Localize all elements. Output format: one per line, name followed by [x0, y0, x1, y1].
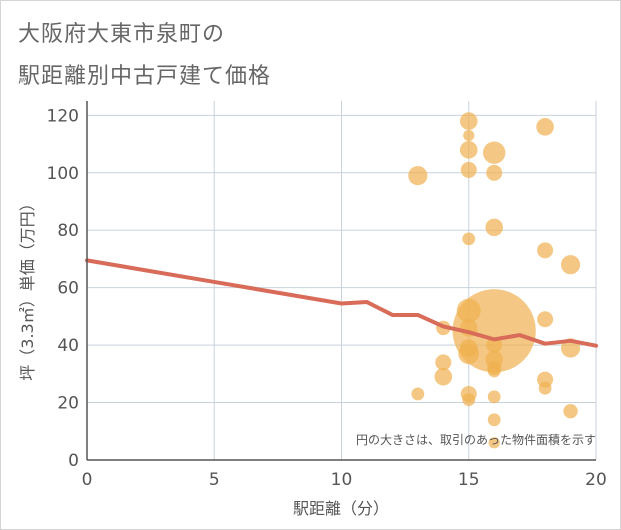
data-bubble [452, 289, 536, 373]
data-bubble [560, 255, 581, 275]
data-bubble [537, 311, 554, 328]
data-bubble [563, 403, 578, 419]
chart-title-line2: 駅距離別中古戸建て価格 [18, 64, 272, 89]
y-tick-label: 0 [68, 451, 79, 471]
data-bubble [460, 161, 477, 178]
data-bubble [485, 218, 504, 237]
y-tick-label: 20 [57, 394, 79, 414]
data-bubble [538, 381, 552, 395]
chart-title-line1: 大阪府大東市泉町の [18, 22, 226, 47]
data-bubble [434, 367, 453, 386]
data-bubble [462, 232, 476, 246]
data-bubble [488, 437, 500, 449]
data-bubble [487, 364, 501, 378]
y-tick-label: 40 [57, 336, 79, 356]
chart-annotation: 円の大きさは、取引のあった物件面積を示す [356, 432, 596, 447]
y-tick-label: 80 [57, 221, 79, 241]
data-bubble [537, 242, 554, 259]
x-axis-label: 駅距離（分） [293, 499, 389, 518]
y-tick-label: 100 [47, 164, 79, 184]
data-bubble [408, 166, 428, 186]
data-bubble [435, 354, 452, 371]
trend-layer [85, 258, 598, 348]
data-bubble [459, 112, 478, 130]
data-bubble [536, 118, 554, 136]
data-bubble [487, 413, 501, 427]
data-bubble [487, 390, 501, 404]
data-bubble [486, 164, 503, 181]
trend-line [85, 258, 598, 348]
data-bubble [411, 387, 425, 401]
data-bubble [462, 393, 476, 407]
x-tick-label: 0 [82, 470, 93, 490]
data-bubble [486, 337, 503, 354]
axis-layer: 0 5 10 15 20 0 20 40 60 80 100 120 [47, 101, 607, 490]
x-tick-label: 5 [209, 470, 220, 490]
y-tick-label: 120 [47, 106, 79, 126]
bubble-layer [408, 112, 581, 449]
data-bubble [483, 141, 506, 164]
y-axis-label: 坪（3.3㎡）単価（万円） [18, 195, 37, 380]
data-bubble [463, 129, 475, 142]
grid-layer [87, 101, 597, 460]
x-tick-label: 15 [458, 470, 480, 490]
x-tick-label: 10 [331, 470, 353, 490]
data-bubble [459, 141, 478, 159]
y-tick-label: 60 [57, 279, 79, 299]
x-tick-label: 20 [585, 470, 607, 490]
